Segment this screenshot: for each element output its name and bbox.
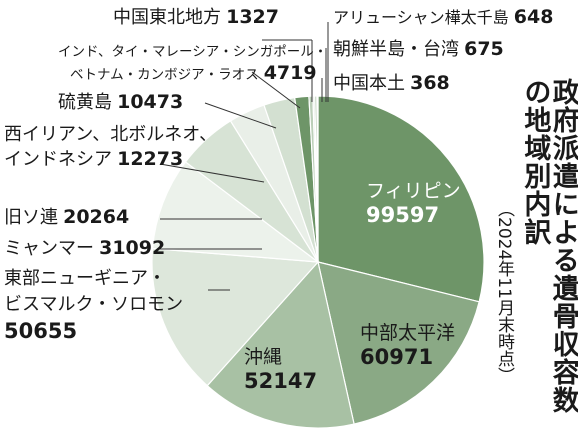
label-name-line2: インドネシア — [4, 149, 112, 170]
label-value: 99597 — [366, 202, 440, 227]
pie-slice-12 — [316, 95, 319, 263]
pie-slice-4 — [151, 161, 321, 263]
label-name: フィリピン — [366, 180, 461, 202]
label-philippines: フィリピン 99597 — [366, 180, 461, 228]
chart-title: 政府派遣による遺骨収容数の地域別内訳 — [519, 78, 578, 414]
label-value: 60971 — [360, 344, 434, 369]
label-name: アリューシャン樺太千島 — [333, 8, 509, 27]
chart-subtitle: （2024年11月末時点） — [494, 200, 514, 384]
label-value: 10473 — [117, 91, 184, 113]
leader-iwo-jima — [204, 102, 277, 129]
label-name-line2: ベトナム・カンボジア・ラオス — [70, 67, 259, 83]
label-name-line1: インド、タイ・マレーシア・シンガポール・ — [58, 44, 328, 60]
pie-slice-1 — [317, 261, 480, 425]
label-aleutian: アリューシャン樺太千島 648 — [333, 8, 553, 27]
pie-slice-0 — [317, 95, 485, 303]
label-value: 52147 — [244, 368, 318, 393]
label-central-pacific: 中部太平洋 60971 — [360, 322, 455, 370]
label-name: 旧ソ連 — [4, 207, 58, 228]
label-west-irian: インドネシア 12273 — [4, 150, 183, 169]
label-ussr: 旧ソ連 20264 — [4, 208, 129, 227]
label-value: 20264 — [63, 206, 130, 228]
label-name: 朝鮮半島・台湾 — [333, 39, 459, 60]
label-value: 4719 — [263, 62, 317, 84]
label-name-line2: ビスマルク・ソロモン — [4, 294, 184, 315]
label-name: 中国本土 — [333, 73, 405, 94]
label-value: 675 — [464, 38, 504, 60]
label-value: 50655 — [4, 319, 78, 343]
label-india-sea-line1: インド、タイ・マレーシア・シンガポール・ — [58, 43, 327, 60]
label-value: 31092 — [99, 237, 166, 259]
label-value: 12273 — [117, 148, 184, 170]
label-new-guinea-line2: ビスマルク・ソロモン — [4, 296, 183, 314]
label-china-mainland: 中国本土 368 — [333, 74, 450, 93]
label-name: 中部太平洋 — [360, 322, 456, 344]
label-name: 沖縄 — [244, 346, 283, 368]
label-name: 中国東北地方 — [113, 7, 221, 28]
label-ne-china: 中国東北地方 1327 — [113, 8, 279, 27]
label-name-line1: 東部ニューギニア・ — [4, 268, 166, 289]
label-value: 648 — [513, 6, 554, 28]
label-name: ミャンマー — [4, 238, 94, 259]
label-india-sea: ベトナム・カンボジア・ラオス 4719 — [70, 64, 317, 83]
label-new-guinea-value: 50655 — [4, 321, 77, 342]
label-okinawa: 沖縄 52147 — [244, 346, 317, 394]
pie-slice-3 — [151, 247, 320, 387]
leader-india-sea — [251, 71, 301, 109]
label-korea-taiwan: 朝鮮半島・台湾 675 — [333, 40, 504, 59]
label-name: 硫黄島 — [58, 92, 112, 113]
label-value: 368 — [410, 72, 450, 94]
label-value: 1327 — [226, 6, 279, 28]
label-west-irian-line1: 西イリアン、北ボルネオ、 — [4, 126, 217, 144]
leader-west-irian — [159, 163, 265, 183]
label-new-guinea-line1: 東部ニューギニア・ — [4, 270, 166, 288]
label-iwo-jima: 硫黄島 10473 — [58, 93, 183, 112]
pie-slice-2 — [206, 260, 355, 429]
label-name-line1: 西イリアン、北ボルネオ、 — [4, 124, 218, 145]
label-myanmar: ミャンマー 31092 — [4, 239, 165, 258]
